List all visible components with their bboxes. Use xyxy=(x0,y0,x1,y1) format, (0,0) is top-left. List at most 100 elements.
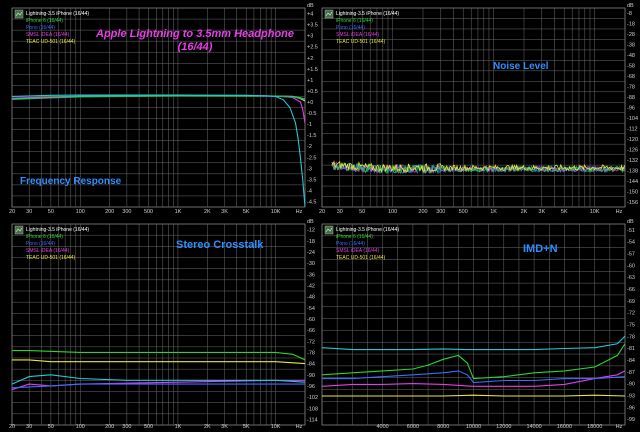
x-tick-label: 3K xyxy=(221,424,228,430)
legend-entry: Lightning-3.5 iPhone (16/44) xyxy=(26,227,89,233)
legend-entry: Lightning-3.5 iPhone (16/44) xyxy=(26,11,89,17)
x-tick-label: 2K xyxy=(521,209,528,215)
series-group xyxy=(12,350,305,391)
y-tick-label: -54 xyxy=(627,240,635,246)
x-tick-label: 1K xyxy=(490,209,497,215)
chart-panel-2: dB -8 -18 -28 -38 -48 -58 -68 -78 -88 -96 -104 -112 -… xyxy=(319,3,638,215)
x-tick-label: Hz xyxy=(616,209,623,215)
x-tick-label: 4000 xyxy=(376,424,388,430)
x-tick-label: 500 xyxy=(459,209,468,215)
y-tick-label: -42 xyxy=(307,283,315,289)
x-tick-label: 10K xyxy=(271,209,281,215)
series-line xyxy=(322,394,625,397)
y-tick-label: -66 xyxy=(307,328,315,334)
series-line xyxy=(12,383,305,389)
series-group xyxy=(331,160,625,175)
y-tick-label: -88 xyxy=(627,95,635,101)
y-tick-label: -87 xyxy=(627,370,635,376)
x-tick-label: 1K xyxy=(175,209,182,215)
x-tick-label: Hz xyxy=(616,424,623,430)
x-tick-label: 200 xyxy=(105,424,114,430)
legend-entry: SMSL iDEA (16/44) xyxy=(26,32,70,38)
y-tick-label: +2 xyxy=(307,56,313,62)
legend-entry: iPhone 6 (16/44) xyxy=(26,18,63,24)
y-tick-label: +1 xyxy=(307,78,313,84)
y-tick-label: -96 xyxy=(627,106,635,112)
y-tick-label: +1.5 xyxy=(307,67,318,73)
legend-entry: Lightning-3.5 iPhone (16/44) xyxy=(336,11,399,17)
legend-entry: SMSL iDEA (16/44) xyxy=(26,248,70,254)
x-tick-label: 100 xyxy=(76,209,85,215)
series-line xyxy=(322,343,625,380)
y-tick-label: -96 xyxy=(307,384,315,390)
y-tick-label: -72 xyxy=(627,311,635,317)
x-tick-label: 100 xyxy=(76,424,85,430)
x-tick-label: 50 xyxy=(48,209,54,215)
chart-title: Frequency Response xyxy=(20,176,122,187)
y-tick-label: -132 xyxy=(627,158,638,164)
y-tick-label: -90 xyxy=(627,382,635,388)
y-tick-label: +3.5 xyxy=(307,23,318,29)
chart-title: IMD+N xyxy=(523,243,558,255)
x-tick-label: 5K xyxy=(243,424,250,430)
y-tick-label: -28 xyxy=(627,32,635,38)
x-tick-label: 50 xyxy=(48,424,54,430)
y-tick-label: +2.5 xyxy=(307,45,318,51)
legend-entry: Pono (16/44) xyxy=(336,241,365,247)
series-line xyxy=(12,374,305,385)
legend-entry: SMSL iDEA (16/44) xyxy=(336,248,380,254)
y-tick-label: -112 xyxy=(627,126,638,132)
headline-line2: (16/44) xyxy=(178,41,213,53)
legend-entry: Pono (16/44) xyxy=(26,241,55,247)
x-tick-label: 8000 xyxy=(437,424,449,430)
y-tick-label: -78 xyxy=(627,334,635,340)
x-tick-label: 500 xyxy=(144,424,153,430)
series-line xyxy=(12,94,305,207)
y-tick-label: -36 xyxy=(307,272,315,278)
x-tick-label: 30 xyxy=(26,424,32,430)
y-tick-label: -0.5 xyxy=(307,111,316,117)
y-tick-label: -63 xyxy=(627,275,635,281)
legend-entry: TEAC UD-501 (16/44) xyxy=(336,255,386,261)
legend-entry: SMSL iDEA (16/44) xyxy=(336,32,380,38)
y-tick-label: -84 xyxy=(627,358,635,364)
x-tick-label: 10K xyxy=(271,424,281,430)
y-tick-label: -48 xyxy=(627,53,635,59)
series-group xyxy=(322,335,625,397)
y-tick-label: dB xyxy=(307,3,314,9)
x-tick-label: 18000 xyxy=(587,424,602,430)
y-tick-label: -84 xyxy=(307,362,315,368)
series-line xyxy=(322,335,625,351)
noise-trace xyxy=(331,162,625,175)
y-tick-label: -24 xyxy=(307,250,315,256)
y-tick-label: +0 xyxy=(307,100,313,106)
x-tick-label: 500 xyxy=(144,209,153,215)
y-tick-label: +0.5 xyxy=(307,89,318,95)
x-tick-label: 3K xyxy=(538,209,545,215)
x-tick-label: 300 xyxy=(122,424,131,430)
plot-frame xyxy=(321,7,626,208)
x-tick-label: 30 xyxy=(26,209,32,215)
series-line xyxy=(12,359,305,365)
y-tick-label: -126 xyxy=(627,147,638,153)
x-tick-label: 10K xyxy=(590,209,600,215)
legend-chart-icon-line xyxy=(325,11,333,17)
legend-entry: TEAC UD-501 (16/44) xyxy=(26,255,76,261)
y-tick-label: -144 xyxy=(627,179,638,185)
legend-chart-icon-line xyxy=(15,11,23,17)
x-tick-label: 14000 xyxy=(526,424,541,430)
x-tick-label: 50 xyxy=(359,209,365,215)
y-tick-label: -150 xyxy=(627,189,638,195)
y-tick-label: -58 xyxy=(627,64,635,70)
x-tick-label: 200 xyxy=(105,209,114,215)
y-tick-label: -99 xyxy=(627,417,635,423)
y-tick-label: -68 xyxy=(627,74,635,80)
grid xyxy=(12,223,305,426)
legend-chart-icon-line xyxy=(15,227,23,233)
y-tick-label: -18 xyxy=(627,22,635,28)
y-tick-label: -3 xyxy=(307,166,312,172)
chart-title: Stereo Crosstalk xyxy=(176,239,264,251)
x-tick-label: 20 xyxy=(319,209,325,215)
y-tick-label: -66 xyxy=(627,287,635,293)
